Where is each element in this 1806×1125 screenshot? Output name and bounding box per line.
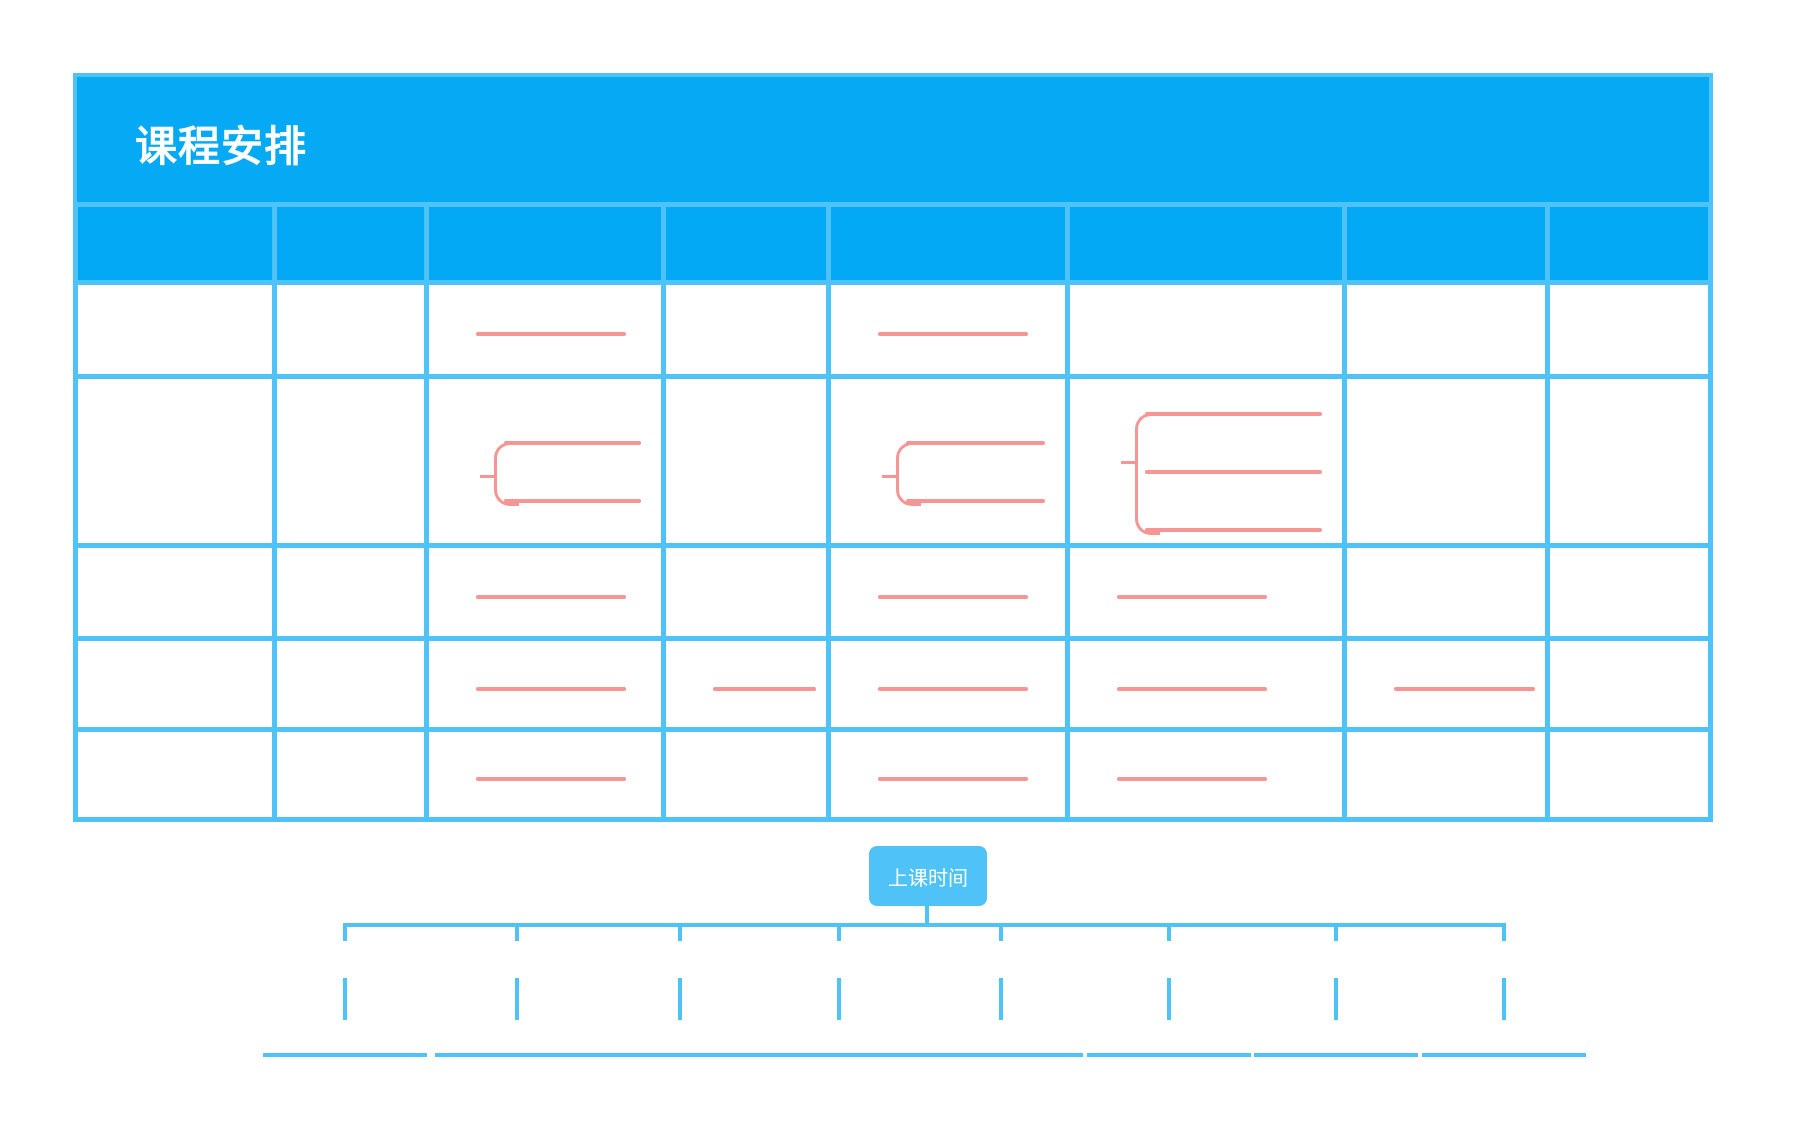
slot-time-underline [1422,1053,1586,1057]
tree-branch [837,923,841,941]
slot-connector [343,978,347,1020]
topic-underline [906,440,1045,445]
grid-line-vertical [826,202,831,821]
slot-time-underline [1087,1053,1251,1057]
slot-connector [515,978,519,1020]
grid-line-horizontal [73,817,1713,822]
header-corner-cell [77,206,276,280]
slot-time-underline [1254,1053,1418,1057]
topic-underline [1145,469,1322,474]
title-banner: 课程安排 [73,73,1713,203]
branch-bracket [896,441,921,506]
topic-underline [476,594,626,599]
row-label [77,378,276,543]
slot-connector [1167,978,1171,1020]
topic-underline [1145,411,1322,416]
grid-line-vertical [1342,202,1347,821]
day-header [1549,206,1709,280]
tree-branch [678,923,682,941]
tree-branch [1167,923,1171,941]
day-header [428,206,665,280]
grid-line-vertical [73,202,78,821]
topic-underline [476,777,626,781]
day-header [1346,206,1549,280]
grid-line-horizontal [73,280,1713,285]
topic-underline [1394,686,1535,691]
grid-line-horizontal [73,636,1713,641]
tree-trunk [925,906,929,923]
slot-time-underline [435,1053,599,1057]
topic-underline [1117,594,1267,599]
class-time-root-node: 上课时间 [869,846,987,906]
tree-branch [343,923,347,941]
slot-connector [678,978,682,1020]
tree-bar [343,923,1506,927]
page-title: 课程安排 [135,122,308,171]
grid-line-vertical [424,202,429,821]
slot-connector [837,978,841,1020]
grid-line-vertical [661,202,666,821]
slot-time-underline [919,1053,1083,1057]
topic-underline [878,332,1028,336]
slot-time-underline [757,1053,921,1057]
grid-line-vertical [272,202,277,821]
day-header [276,206,428,280]
tree-branch [1502,923,1506,941]
topic-underline [1117,686,1267,691]
grid-line-vertical [1545,202,1550,821]
slot-time-underline [263,1053,427,1057]
day-header [1069,206,1346,280]
topic-underline [1117,777,1267,781]
tree-branch [515,923,519,941]
topic-underline [878,777,1028,781]
topic-underline [713,686,816,691]
topic-underline [906,498,1045,503]
slot-connector [1334,978,1338,1020]
topic-underline [476,332,626,336]
grid-line-vertical [1065,202,1070,821]
topic-underline [476,686,626,691]
slot-connector [1502,978,1506,1020]
slot-time-underline [598,1053,762,1057]
topic-underline [878,686,1028,691]
row-label [77,731,276,817]
tree-branch [999,923,1003,941]
branch-connector [1121,460,1135,464]
day-header [830,206,1069,280]
branch-bracket [1135,412,1160,535]
tree-branch [1334,923,1338,941]
row-label [77,547,276,636]
grid-line-vertical [1708,202,1713,821]
branch-connector [480,474,494,478]
branch-connector [882,474,896,478]
day-header [665,206,830,280]
topic-underline [1145,527,1322,532]
row-label [77,640,276,727]
grid-line-horizontal [73,543,1713,548]
topic-underline [504,498,641,503]
grid-line-horizontal [73,202,1713,207]
branch-bracket [494,441,519,506]
topic-underline [504,440,641,445]
topic-underline [878,594,1028,599]
grid-line-horizontal [73,727,1713,732]
slot-connector [999,978,1003,1020]
grid-line-horizontal [73,374,1713,379]
row-label [77,284,276,374]
